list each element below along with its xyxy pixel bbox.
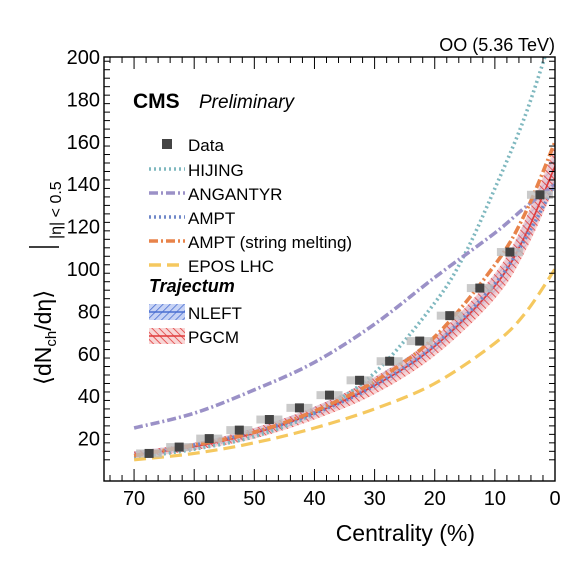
svg-text:⟨dNch/dη⟩: ⟨dNch/dη⟩ [30, 290, 60, 385]
data-point [325, 390, 334, 400]
series-line-epos-lhc [133, 268, 555, 462]
legend-entry-ampt_sm: AMPT (string melting) [149, 233, 352, 252]
x-tick-label: 50 [243, 488, 265, 510]
x-tick-label: 30 [363, 488, 385, 510]
ticks-layer: 70 60 50 40 30 20 10 02040608010012014016018020… [67, 47, 561, 510]
data-point [294, 403, 304, 413]
y-tick-label: 180 [67, 89, 100, 111]
legend-entry-hijing: HIJING [149, 161, 244, 180]
legend-entry-ampt: AMPT [149, 209, 235, 228]
legend-label-data: Data [188, 136, 224, 155]
cms-brand: CMS [133, 90, 180, 113]
y-tick-label: 160 [67, 132, 100, 154]
x-tick-label: 70 [123, 488, 145, 510]
y-tick-label: 120 [67, 217, 100, 239]
data-point [415, 336, 425, 346]
data-point [204, 434, 214, 444]
legend-entry-nleft: NLEFT [149, 304, 242, 323]
y-tick-label: 40 [78, 386, 100, 408]
y-title-tail: /dη⟩ [30, 290, 56, 331]
series-line-angantyr [133, 182, 555, 430]
legend-entry-data: Data [162, 136, 224, 155]
legend-label-ampt: AMPT [188, 209, 235, 228]
x-tick-label: 60 [183, 488, 205, 510]
legend-label-hijing: HIJING [188, 161, 244, 180]
y-tick-label: 20 [78, 429, 100, 451]
legend-entry-angantyr: ANGANTYR [149, 185, 282, 204]
y-title-sub: ch [43, 331, 60, 347]
series-line-ampt [133, 183, 555, 458]
x-tick-label: 20 [424, 488, 446, 510]
x-tick-label: 0 [549, 488, 560, 510]
legend-label-ampt_sm: AMPT (string melting) [188, 233, 352, 252]
y-tick-label: 80 [78, 301, 100, 323]
legend: Data HIJING ANGANTYR AMPT AMPT (string melti… [149, 136, 352, 347]
data-point [355, 375, 365, 385]
plot-frame [103, 56, 556, 482]
data-point [174, 442, 184, 452]
legend-entry-epos: EPOS LHC [149, 257, 274, 276]
legend-group-title: Trajectum [149, 276, 235, 296]
data-points-layer [136, 190, 553, 458]
y-tick-label: 200 [67, 47, 100, 69]
series-line-hijing [133, 57, 547, 460]
y-tick-label: 60 [78, 344, 100, 366]
x-tick-label: 40 [303, 488, 325, 510]
data-point [385, 356, 395, 366]
x-tick-label: 10 [484, 488, 506, 510]
data-point [264, 415, 274, 425]
y-tick-label: 140 [67, 174, 100, 196]
data-point [505, 247, 515, 257]
data-point [234, 425, 244, 435]
energy-label: OO (5.36 TeV) [439, 35, 555, 55]
data-point [445, 311, 455, 321]
legend-label-nleft: NLEFT [188, 304, 242, 323]
legend-label-pgcm: PGCM [188, 328, 239, 347]
legend-entry-pgcm: PGCM [149, 328, 239, 347]
data-point [535, 190, 545, 200]
legend-marker-data [162, 139, 172, 149]
legend-label-epos: EPOS LHC [188, 257, 274, 276]
data-point [144, 448, 154, 458]
y-title-main: ⟨dN [30, 347, 56, 385]
y-title-condition: |η| < 0.5 [48, 181, 65, 239]
y-tick-label: 100 [67, 259, 100, 281]
data-point [475, 283, 485, 293]
x-axis-title: Centrality (%) [336, 520, 475, 546]
y-axis-title: ⟨dNch/dη⟩ |η| < 0.5 [29, 181, 65, 385]
cms-status: Preliminary [199, 92, 296, 113]
legend-label-angantyr: ANGANTYR [188, 185, 282, 204]
